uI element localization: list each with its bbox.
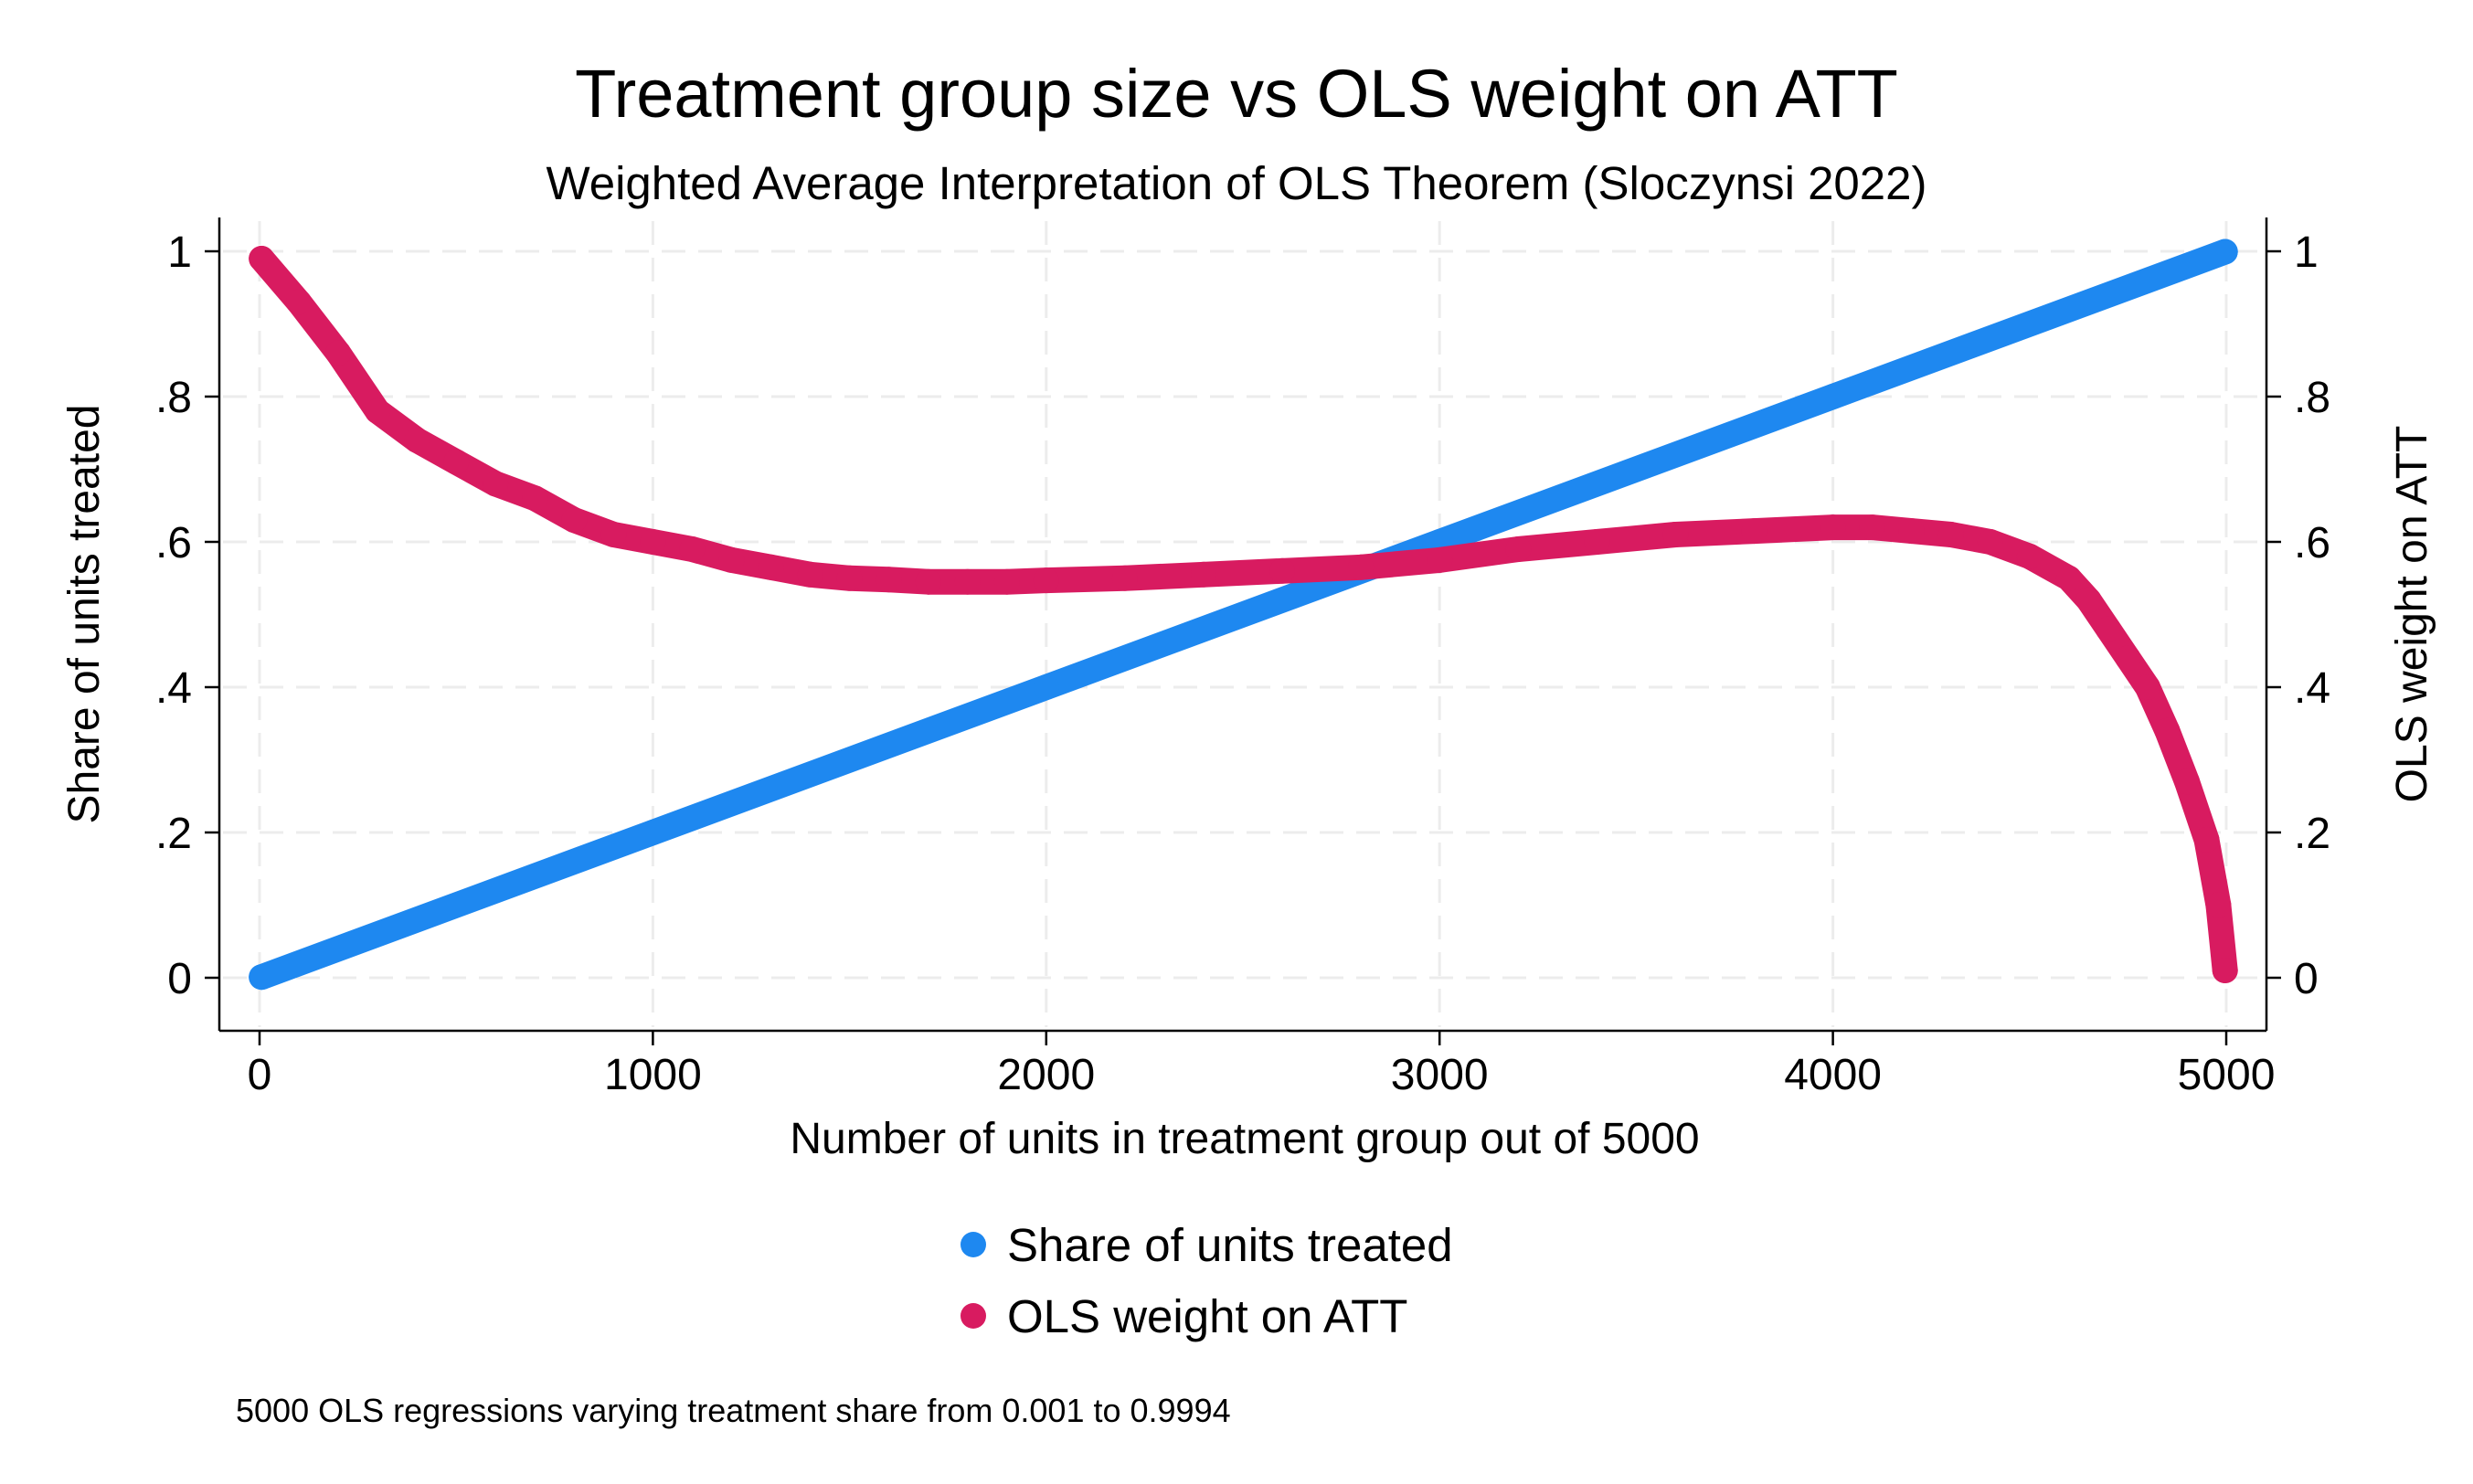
data-point-1-15 <box>836 565 863 591</box>
data-points <box>249 238 2238 991</box>
data-point-1-11 <box>679 536 706 562</box>
data-point-1-34 <box>1977 529 2003 555</box>
data-point-1-27 <box>1584 529 1610 555</box>
y-tick-label-left-5: 1 <box>167 228 192 277</box>
y-tick-label-right-0: 0 <box>2294 955 2319 1003</box>
legend-marker-share <box>961 1232 986 1257</box>
data-point-1-36 <box>2055 565 2082 591</box>
data-point-1-7 <box>522 485 548 512</box>
data-point-1-41 <box>2154 717 2181 744</box>
series-line-1 <box>249 246 2238 983</box>
data-point-1-33 <box>1937 522 1964 547</box>
chart-subtitle: Weighted Average Interpretation of OLS T… <box>546 157 1926 209</box>
data-point-1-0 <box>249 246 275 271</box>
x-tick-label-3: 3000 <box>1391 1051 1489 1099</box>
x-tick-label-2: 2000 <box>997 1051 1095 1099</box>
data-point-1-1 <box>286 289 312 315</box>
y-tick-label-right-5: 1 <box>2294 228 2319 277</box>
x-axis-label: Number of units in treatment group out o… <box>790 1115 1699 1163</box>
data-point-0-5 <box>2212 238 2238 265</box>
series-1 <box>249 246 2238 983</box>
x-tick-label-1: 1000 <box>604 1051 702 1099</box>
data-point-1-4 <box>404 427 430 453</box>
data-point-0-2 <box>1033 674 1059 700</box>
y-axis-label-left: Share of units treated <box>60 405 109 824</box>
data-point-1-32 <box>1898 518 1925 545</box>
data-point-1-6 <box>483 471 509 497</box>
y-tick-label-left-3: .6 <box>155 519 192 567</box>
data-point-1-9 <box>600 522 627 547</box>
data-point-1-29 <box>1741 518 1767 545</box>
data-point-1-45 <box>2212 958 2238 983</box>
data-point-1-42 <box>2174 768 2200 795</box>
data-point-1-16 <box>876 567 902 593</box>
data-point-1-28 <box>1662 522 1689 547</box>
data-point-0-1 <box>640 820 666 845</box>
data-point-0-4 <box>1820 384 1846 409</box>
series-0 <box>249 238 2238 991</box>
legend-label-share: Share of units treated <box>1007 1219 1453 1271</box>
y-tick-label-left-2: .4 <box>155 664 192 713</box>
data-point-1-13 <box>758 554 784 580</box>
tick-labels: 0 1000 2000 3000 4000 5000 0 0 .2 .2 .4 .4 .6 .6 .8 .8 1… <box>155 228 2330 1099</box>
legend-label-weight: OLS weight on ATT <box>1007 1290 1407 1342</box>
series-line-0 <box>249 238 2238 991</box>
y-tick-label-left-0: 0 <box>167 955 192 1003</box>
data-point-0-0 <box>249 964 275 991</box>
data-point-1-2 <box>325 340 352 366</box>
legend-marker-weight <box>961 1303 986 1329</box>
y-tick-label-right-4: .8 <box>2294 374 2330 422</box>
y-axis-label-right: OLS weight on ATT <box>2388 426 2436 803</box>
data-point-1-18 <box>954 568 981 595</box>
data-point-1-43 <box>2193 827 2220 853</box>
data-point-1-31 <box>1859 514 1885 541</box>
data-point-1-38 <box>2095 616 2121 642</box>
y-tick-label-right-2: .4 <box>2294 664 2330 713</box>
legend: Share of units treated OLS weight on ATT <box>961 1219 1453 1342</box>
data-point-1-19 <box>993 568 1020 595</box>
data-point-1-21 <box>1111 565 1138 591</box>
data-point-1-26 <box>1505 536 1532 562</box>
data-point-1-39 <box>2115 645 2141 672</box>
data-point-1-23 <box>1269 557 1295 584</box>
chart-title: Treatment group size vs OLS weight on AT… <box>575 56 1898 132</box>
data-point-1-40 <box>2134 674 2160 700</box>
data-point-1-44 <box>2205 892 2232 918</box>
x-tick-label-0: 0 <box>248 1051 272 1099</box>
x-tick-label-5: 5000 <box>2178 1051 2276 1099</box>
data-point-1-24 <box>1348 554 1374 580</box>
data-point-1-20 <box>1033 567 1059 594</box>
data-point-1-35 <box>2016 543 2043 569</box>
data-point-1-14 <box>797 561 823 588</box>
data-point-1-37 <box>2075 587 2102 613</box>
data-point-1-10 <box>640 529 666 555</box>
data-point-1-3 <box>365 398 391 424</box>
y-tick-label-left-1: .2 <box>155 810 192 858</box>
data-point-1-8 <box>561 507 588 534</box>
data-point-1-22 <box>1191 561 1216 588</box>
y-tick-label-right-3: .6 <box>2294 519 2330 567</box>
data-point-1-5 <box>443 449 470 475</box>
data-point-1-17 <box>915 568 941 595</box>
x-tick-label-4: 4000 <box>1784 1051 1882 1099</box>
chart-note: 5000 OLS regressions varying treatment s… <box>236 1392 1231 1429</box>
data-point-1-25 <box>1427 546 1453 573</box>
data-point-1-30 <box>1820 514 1846 541</box>
y-tick-label-left-4: .8 <box>155 374 192 422</box>
y-tick-label-right-1: .2 <box>2294 810 2330 858</box>
axes <box>205 217 2281 1045</box>
data-point-1-12 <box>718 546 745 573</box>
